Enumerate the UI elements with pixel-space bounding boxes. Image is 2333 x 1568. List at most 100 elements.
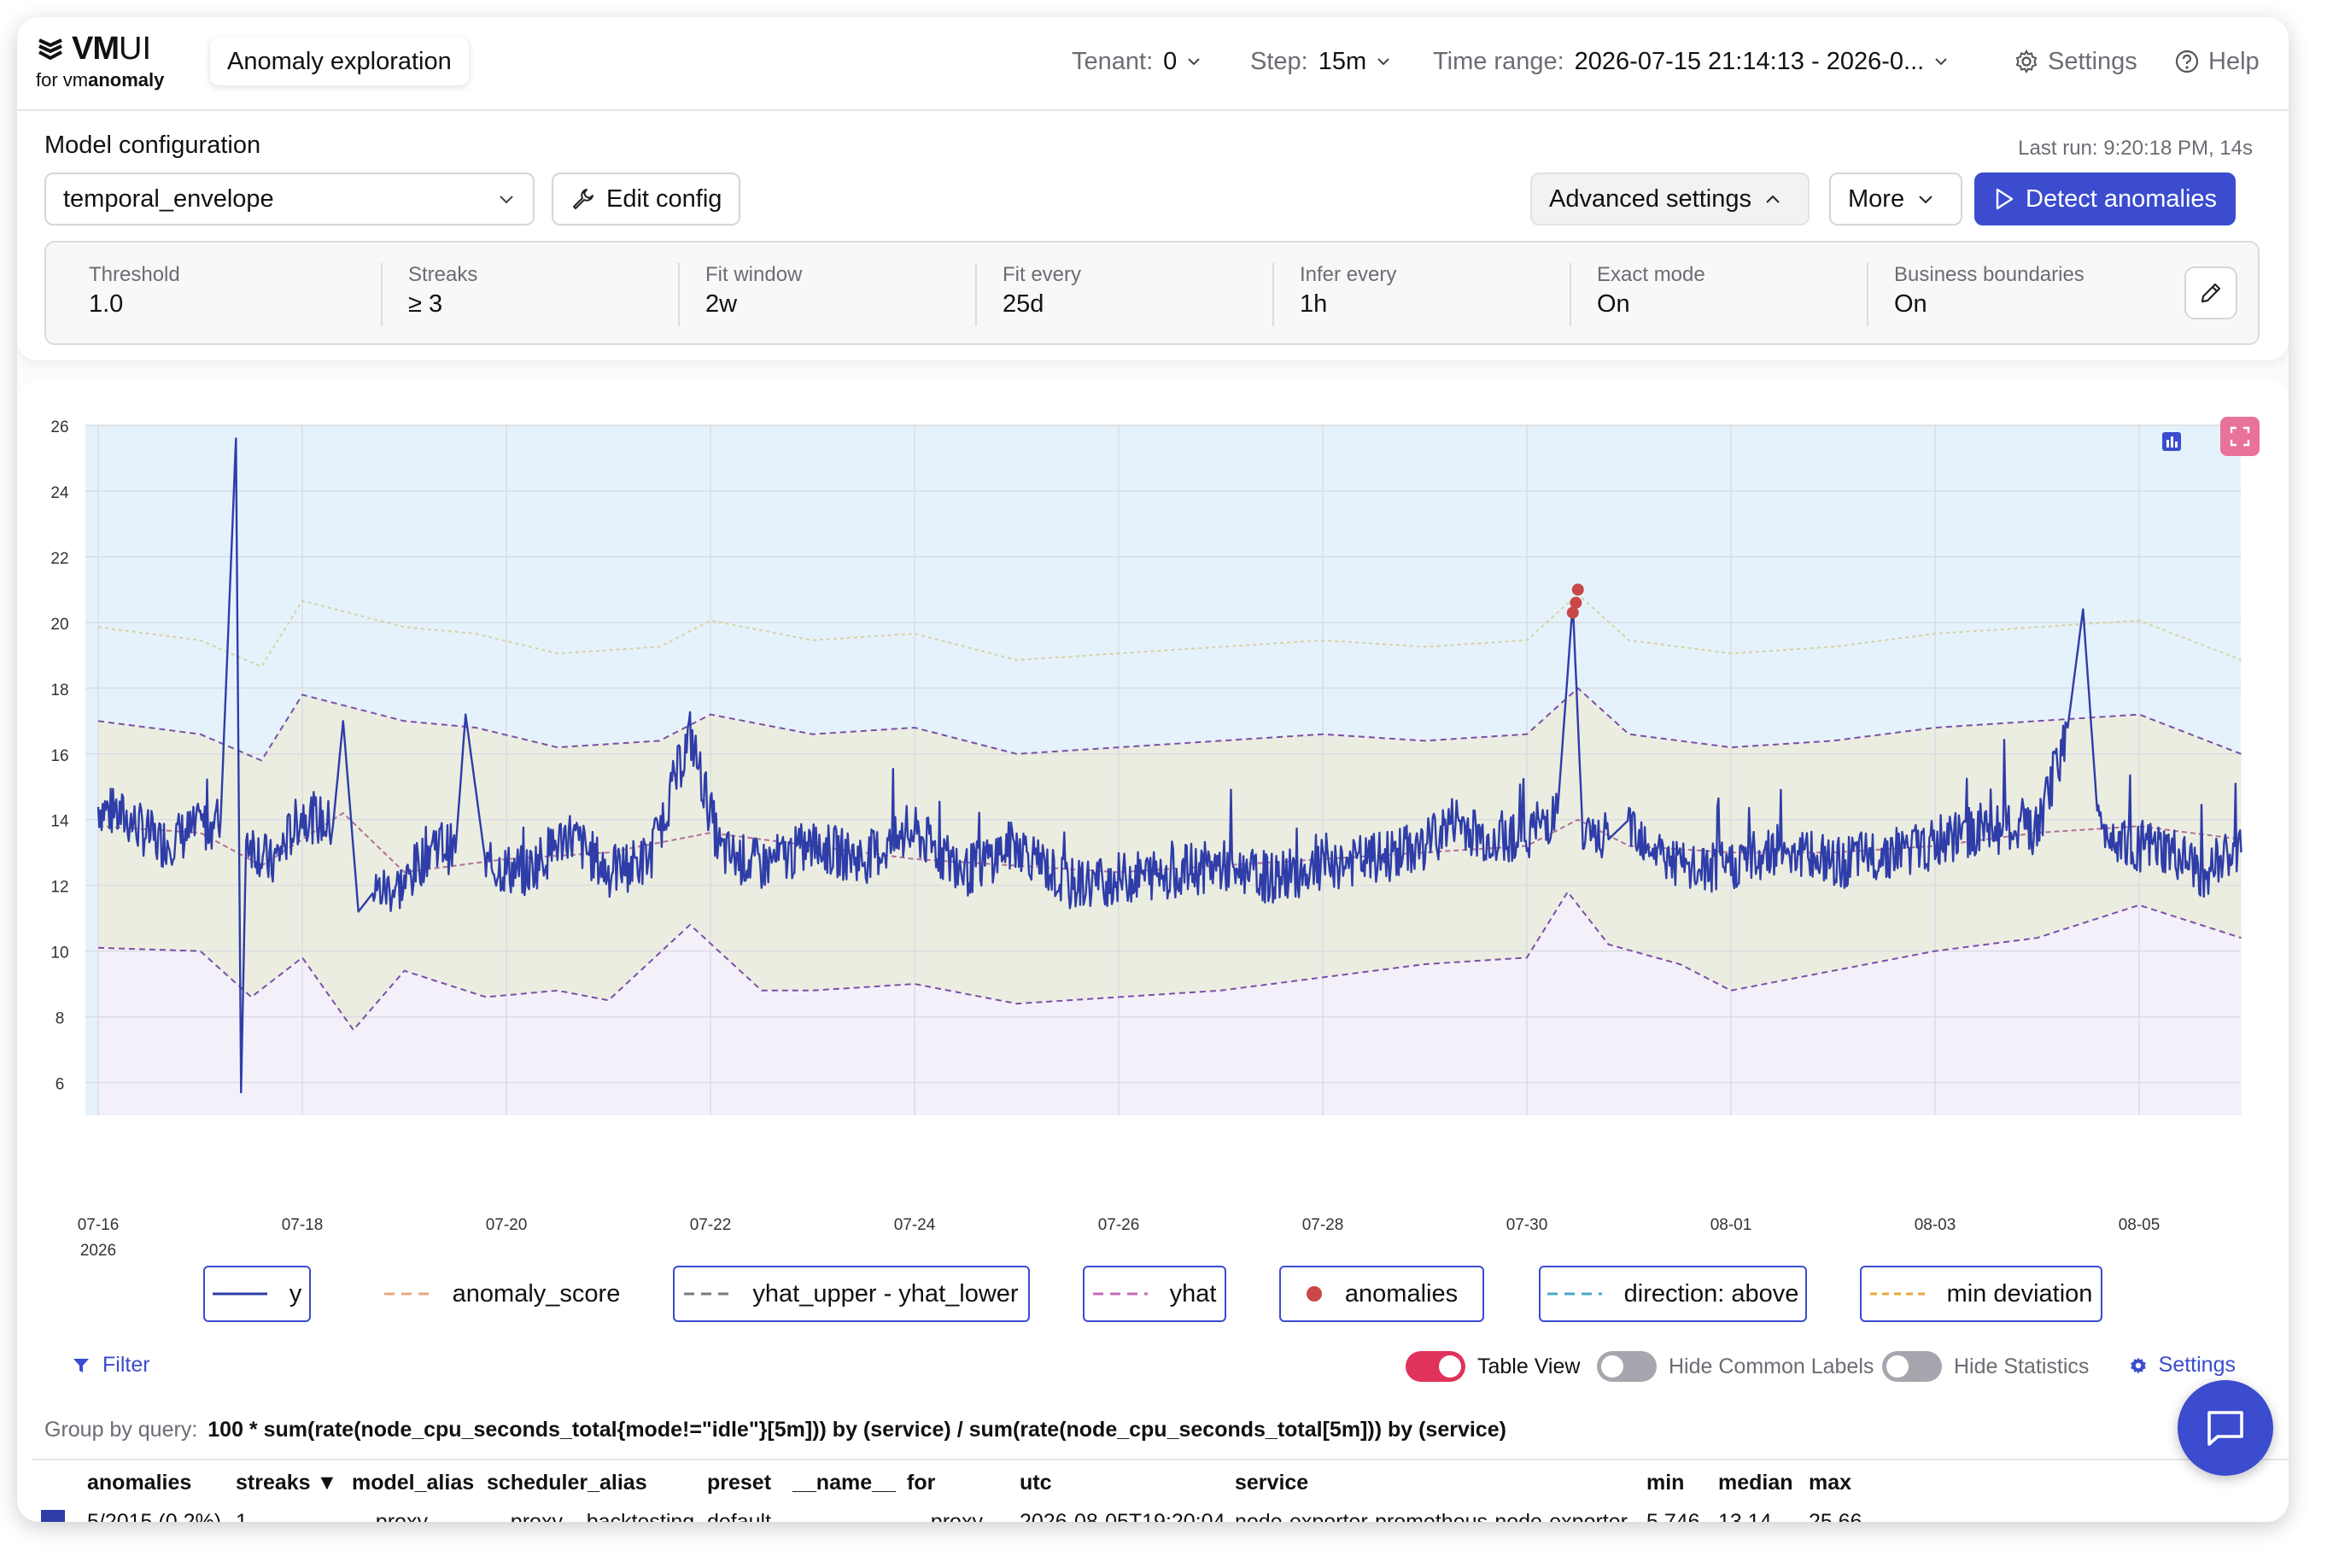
param-streaks: Streaks ≥ 3	[381, 263, 477, 326]
model-select-value: temporal_envelope	[63, 185, 274, 213]
logo-subtitle: for vmanomaly	[36, 69, 164, 91]
legend-label: anomaly_score	[452, 1279, 621, 1308]
table-header-max[interactable]: max	[1809, 1471, 1852, 1495]
legend-item-min-deviation[interactable]: min deviation	[1860, 1266, 2102, 1322]
table-cell-service: node-exporter-prometheus-node-exporter	[1235, 1510, 1628, 1522]
table-header-median[interactable]: median	[1718, 1471, 1793, 1495]
hide-common-labels-toggle[interactable]: Hide Common Labels	[1597, 1351, 1874, 1382]
table-view-toggle[interactable]: Table View	[1406, 1351, 1580, 1382]
vmui-logo[interactable]: VM UI for vmanomaly	[36, 31, 164, 91]
legend-item-yhat[interactable]: yhat	[1083, 1266, 1226, 1322]
table-header-min[interactable]: min	[1646, 1471, 1685, 1495]
chevron-down-icon	[1919, 195, 1932, 203]
x-tick-label: 07-20	[486, 1216, 528, 1234]
chart-type-button[interactable]	[2152, 422, 2191, 461]
anomaly-point	[1571, 583, 1584, 596]
param-value: 25d	[1003, 290, 1044, 318]
chart-legend: y anomaly_score yhat_upper - yhat_lower …	[17, 1266, 2289, 1325]
fullscreen-button[interactable]	[2220, 417, 2260, 456]
group-by-label: Group by query:	[44, 1418, 198, 1442]
settings-button[interactable]: Settings	[2014, 43, 2137, 80]
y-tick-label: 16	[50, 747, 68, 765]
param-value: 2w	[705, 290, 738, 318]
x-tick-label: 08-03	[1915, 1216, 1956, 1234]
param-key: Infer every	[1300, 263, 1397, 286]
table-cell-scheduler-alias: __proxy__backtesting	[487, 1510, 695, 1522]
toggle-knob	[1601, 1355, 1623, 1378]
hide-statistics-label: Hide Statistics	[1954, 1354, 2090, 1378]
table-header-streaks[interactable]: streaks ▼	[236, 1471, 338, 1495]
hide-statistics-toggle[interactable]: Hide Statistics	[1882, 1351, 2089, 1382]
last-run-status: Last run: 9:20:18 PM, 14s	[2018, 137, 2253, 160]
table-settings-button[interactable]: Settings	[2128, 1353, 2236, 1378]
detect-anomalies-label: Detect anomalies	[2026, 185, 2218, 213]
table-header-model-alias[interactable]: model_alias	[352, 1471, 475, 1495]
legend-item-direction[interactable]: direction: above	[1539, 1266, 1807, 1322]
y-tick-label: 20	[50, 616, 68, 634]
y-tick-label: 24	[50, 484, 69, 502]
legend-item-band[interactable]: yhat_upper - yhat_lower	[673, 1266, 1030, 1322]
vm-logo-icon	[38, 38, 62, 60]
legend-item-anomalies[interactable]: anomalies	[1279, 1266, 1484, 1322]
step-selector[interactable]: Step: 15m	[1250, 43, 1390, 80]
table-header-scheduler-alias[interactable]: scheduler_alias	[487, 1471, 647, 1495]
logo-sub-bold: anomaly	[88, 69, 165, 91]
table-settings-label: Settings	[2158, 1353, 2236, 1377]
anomaly-exploration-button[interactable]: Anomaly exploration	[210, 38, 469, 85]
legend-label: direction: above	[1623, 1279, 1799, 1308]
chevron-down-icon	[1188, 58, 1200, 66]
logo-vm-text: VM	[72, 31, 120, 67]
model-select[interactable]: temporal_envelope	[44, 173, 535, 225]
edit-params-button[interactable]	[2184, 266, 2237, 319]
filter-button[interactable]: Filter	[72, 1353, 150, 1378]
table-cell-preset: default	[707, 1510, 772, 1522]
y-tick-label: 14	[50, 813, 69, 831]
toggle-switch-off	[1597, 1351, 1657, 1382]
help-circle-icon	[2175, 50, 2199, 73]
pencil-icon	[2201, 283, 2221, 303]
series-y	[96, 437, 2242, 1094]
anomaly-chart[interactable]: 6 8 10 12 14 16 18 20 22 24 26 07-16 07-18 07-20 07-22…	[17, 381, 2289, 1266]
legend-item-anomaly-score[interactable]: anomaly_score	[374, 1266, 630, 1322]
group-by-expression: 100 * sum(rate(node_cpu_seconds_total{mo…	[208, 1418, 1506, 1442]
detect-anomalies-button[interactable]: Detect anomalies	[1974, 173, 2237, 225]
legend-label: min deviation	[1946, 1279, 2093, 1308]
edit-config-button[interactable]: Edit config	[552, 173, 741, 225]
table-header-utc[interactable]: utc	[1020, 1471, 1052, 1495]
model-params-summary: Threshold 1.0 Streaks ≥ 3 Fit window 2w …	[44, 241, 2260, 345]
upper-outer-boundary	[97, 593, 2242, 668]
more-button[interactable]: More	[1829, 173, 1963, 225]
param-value: On	[1894, 290, 1927, 318]
y-tick-label: 26	[50, 418, 68, 436]
row-color-swatch[interactable]	[41, 1510, 65, 1522]
help-button[interactable]: Help	[2174, 43, 2260, 80]
table-header-service[interactable]: service	[1235, 1471, 1309, 1495]
chat-button[interactable]	[2178, 1380, 2273, 1476]
time-range-selector[interactable]: Time range: 2026-07-15 21:14:13 - 2026-0…	[1433, 43, 1948, 80]
table-header-preset[interactable]: preset	[707, 1471, 772, 1495]
param-key: Fit every	[1003, 263, 1082, 286]
table-cell-max: 25.66	[1809, 1510, 1862, 1522]
x-tick-label: 07-26	[1098, 1216, 1140, 1234]
table-cell-anomalies: 5/2015 (0.2%)	[87, 1510, 222, 1522]
series-yhat-upper	[97, 687, 2242, 762]
param-value: 1.0	[89, 290, 124, 318]
step-value: 15m	[1318, 47, 1367, 75]
time-range-value: 2026-07-15 21:14:13 - 2026-0...	[1574, 47, 1925, 75]
param-business-boundaries: Business boundaries On	[1867, 263, 2084, 326]
fullscreen-icon	[2230, 426, 2250, 447]
x-year-label: 2026	[80, 1242, 116, 1260]
tenant-selector[interactable]: Tenant: 0	[1072, 43, 1201, 80]
legend-dashed-line	[1547, 1292, 1602, 1296]
table-header-anomalies[interactable]: anomalies	[87, 1471, 192, 1495]
legend-item-y[interactable]: y	[203, 1266, 311, 1322]
toggle-switch-off	[1882, 1351, 1942, 1382]
param-fit-every: Fit every 25d	[975, 263, 1081, 326]
legend-dashed-line	[383, 1292, 430, 1296]
advanced-settings-button[interactable]: Advanced settings	[1530, 173, 1810, 225]
x-tick-label: 07-30	[1506, 1216, 1548, 1234]
top-header: VM UI for vmanomaly Anomaly exploration …	[17, 17, 2289, 111]
table-header-name[interactable]: __name__	[792, 1471, 896, 1495]
chevron-up-icon	[1766, 195, 1780, 203]
table-header-for[interactable]: for	[907, 1471, 936, 1495]
